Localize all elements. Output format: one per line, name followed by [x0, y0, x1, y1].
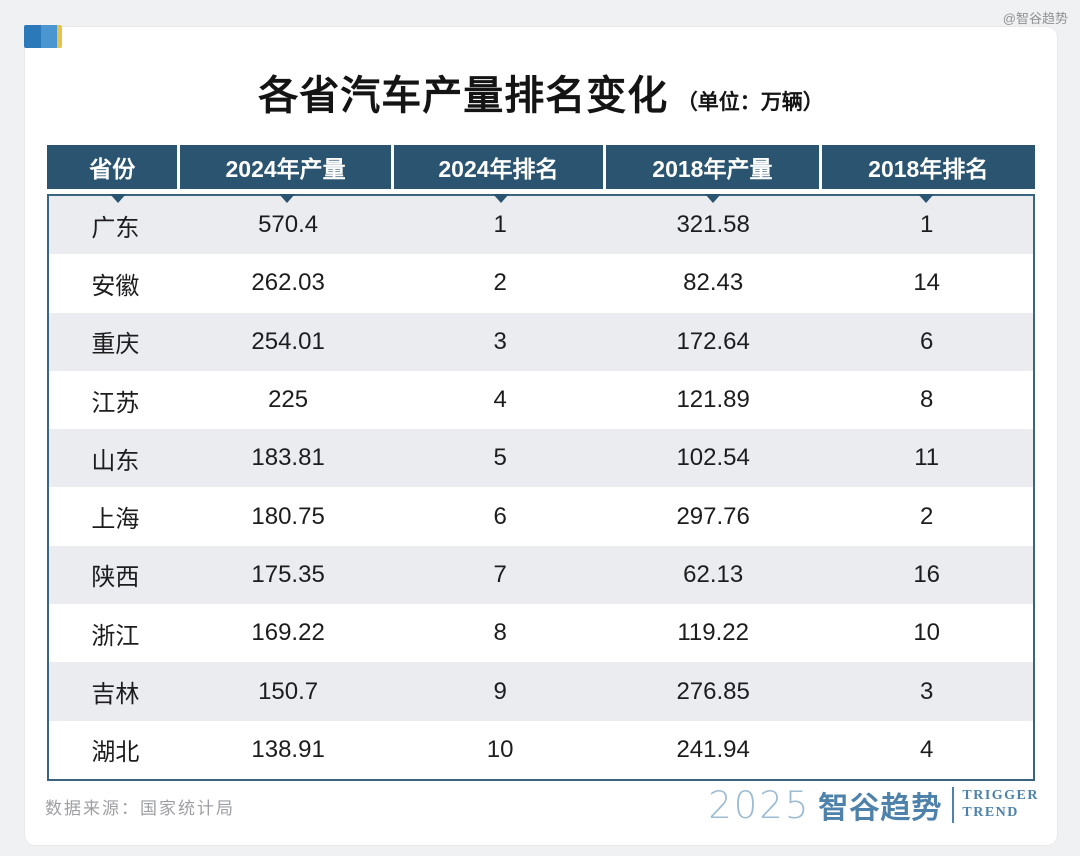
- col-header-2018-rank: 2018年排名: [821, 145, 1035, 189]
- cell-2024-output: 138.91: [251, 735, 325, 763]
- cell-2018-rank: 1: [919, 211, 934, 239]
- table-row: 广东 570.4 1 321.58 1: [49, 196, 1033, 255]
- cell-2018-output: 102.54: [676, 444, 750, 472]
- ranking-table: 省份 2024年产量 2024年排名 2018年产量 2018年排名 广东 57…: [47, 145, 1035, 781]
- table-row: 重庆 254.01 3 172.64 6: [49, 312, 1033, 371]
- cell-2018-rank: 10: [913, 619, 941, 647]
- cell-2024-rank: 2: [493, 269, 507, 297]
- table-row: 山东 183.81 5 102.54 11: [49, 429, 1033, 488]
- data-source-note: 数据来源：国家统计局: [45, 799, 235, 818]
- cell-2018-output: 297.76: [676, 502, 750, 530]
- cell-2024-rank: 4: [493, 386, 507, 414]
- logo-square-yellow-icon: [57, 25, 62, 48]
- watermark: @智谷趋势: [1002, 11, 1068, 26]
- cell-province: 重庆: [91, 331, 140, 359]
- column-pointer-icon: [279, 194, 296, 203]
- logo-square-light-icon: [41, 25, 57, 48]
- cell-province: 安徽: [91, 272, 140, 300]
- table-row: 陕西 175.35 7 62.13 16: [49, 545, 1033, 605]
- cell-2024-rank: 6: [493, 502, 507, 530]
- brand-english-name: TRIGGER TREND: [962, 788, 1039, 822]
- cell-2024-output: 180.75: [251, 502, 325, 530]
- cell-2018-output: 241.94: [676, 735, 750, 763]
- col-header-2024-output: 2024年产量: [180, 145, 394, 189]
- cell-2024-output: 169.22: [251, 619, 325, 647]
- cell-2018-output: 276.85: [676, 677, 750, 705]
- cell-province: 山东: [91, 447, 140, 475]
- cell-2024-rank: 7: [493, 560, 507, 588]
- cell-province: 广东: [91, 214, 140, 242]
- brand-year: 2025: [708, 783, 811, 827]
- cell-2018-rank: 6: [919, 327, 934, 355]
- cell-2024-output: 570.4: [258, 211, 319, 239]
- brand-divider: [952, 787, 955, 823]
- cell-province: 浙江: [91, 622, 140, 650]
- cell-province: 江苏: [91, 389, 140, 417]
- table-row: 安徽 262.03 2 82.43 14: [49, 254, 1033, 312]
- table-row: 浙江 169.22 8 119.22 10: [49, 604, 1033, 662]
- title-main: 各省汽车产量排名变化: [258, 74, 669, 118]
- table-row: 上海 180.75 6 297.76 2: [49, 487, 1033, 545]
- column-pointer-icon: [917, 194, 934, 203]
- cell-2018-rank: 14: [913, 269, 941, 297]
- cell-2018-rank: 3: [919, 677, 934, 705]
- table-row: 吉林 150.7 9 276.85 3: [49, 662, 1033, 721]
- cell-2024-rank: 3: [493, 327, 507, 355]
- cell-2024-rank: 1: [493, 211, 507, 239]
- col-header-province: 省份: [47, 145, 181, 189]
- cell-province: 吉林: [91, 681, 140, 709]
- table-header-row: 省份 2024年产量 2024年排名 2018年产量 2018年排名: [47, 145, 1035, 189]
- cell-2024-output: 225: [268, 386, 309, 414]
- brand-en-line2: TREND: [962, 805, 1019, 820]
- cell-2018-output: 121.89: [676, 386, 750, 414]
- cell-2024-rank: 10: [486, 735, 514, 763]
- column-pointer-icon: [705, 194, 722, 203]
- column-pointer-icon: [109, 194, 126, 203]
- cell-2024-output: 150.7: [258, 677, 319, 705]
- cell-2024-rank: 9: [493, 677, 507, 705]
- brand-name: 智谷趋势: [818, 792, 943, 825]
- cell-2024-rank: 8: [493, 619, 507, 647]
- cell-2018-output: 119.22: [677, 619, 749, 647]
- cell-2018-rank: 16: [913, 560, 941, 588]
- table-body: 广东 570.4 1 321.58 1 安徽 262.03 2 82.43 14…: [47, 194, 1035, 781]
- col-header-2018-output: 2018年产量: [606, 145, 822, 189]
- logo-square-dark-icon: [24, 25, 41, 48]
- cell-2018-rank: 2: [919, 502, 934, 530]
- cell-2018-rank: 8: [919, 386, 934, 414]
- logo-squares-icon: [24, 25, 62, 48]
- title-unit-label: （单位：万辆）: [676, 91, 824, 114]
- cell-2018-output: 321.58: [676, 211, 750, 239]
- cell-2024-output: 254.01: [251, 327, 325, 355]
- cell-2018-output: 172.64: [676, 327, 750, 355]
- cell-province: 陕西: [91, 564, 140, 592]
- column-pointer-icon: [492, 194, 509, 203]
- cell-2018-rank: 4: [919, 735, 934, 763]
- table-row: 湖北 138.91 10 241.94 4: [49, 721, 1033, 779]
- cell-2024-output: 183.81: [251, 444, 325, 472]
- cell-2018-rank: 11: [914, 444, 940, 472]
- cell-2018-output: 62.13: [683, 560, 744, 588]
- cell-2024-output: 262.03: [251, 269, 325, 297]
- cell-2018-output: 82.43: [683, 269, 744, 297]
- cell-2024-rank: 5: [493, 444, 507, 472]
- cell-province: 上海: [91, 506, 140, 534]
- cell-province: 湖北: [91, 739, 140, 767]
- brand-en-line1: TRIGGER: [962, 788, 1039, 804]
- cell-2024-output: 175.35: [251, 560, 325, 588]
- brand-logo: 2025 智谷趋势 TRIGGER TREND: [708, 783, 1039, 827]
- col-header-2024-rank: 2024年排名: [393, 145, 607, 189]
- page-title: 各省汽车产量排名变化 （单位：万辆）: [25, 27, 1057, 121]
- table-row: 江苏 225 4 121.89 8: [49, 371, 1033, 429]
- content-card: 各省汽车产量排名变化 （单位：万辆） 省份 2024年产量 2024年排名 20…: [24, 25, 1057, 845]
